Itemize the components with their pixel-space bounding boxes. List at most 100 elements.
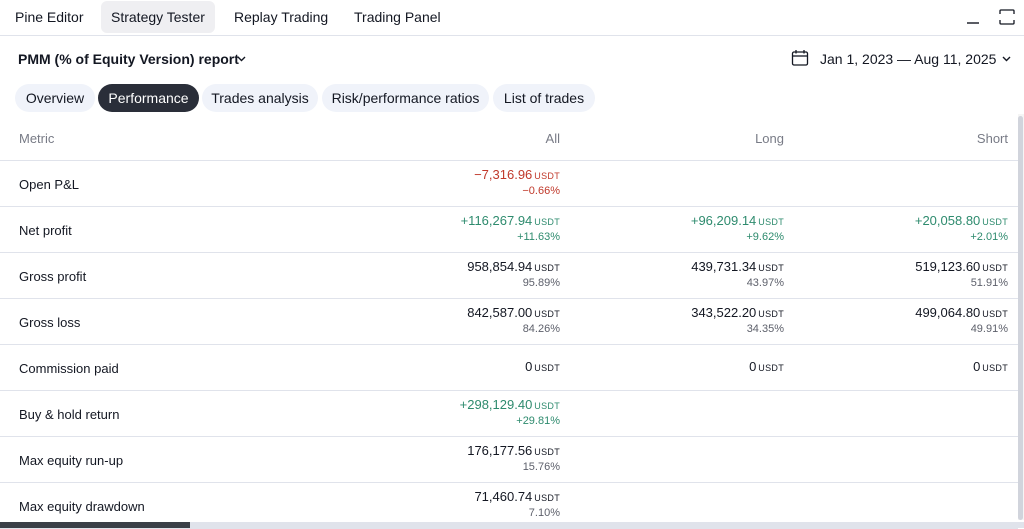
cell-value: +298,129.40 USDT: [460, 397, 560, 412]
cell-percent: +29.81%: [516, 415, 560, 427]
value-unit: USDT: [534, 493, 560, 503]
metric-label: Max equity drawdown: [19, 499, 145, 514]
value-number: 0: [525, 359, 533, 374]
cell-value: 0 USDT: [749, 359, 784, 374]
value-unit: USDT: [534, 363, 560, 373]
value-number: 519,123.60: [915, 259, 981, 274]
header-short: Short: [976, 131, 1008, 146]
value-number: +20,058.80: [914, 213, 981, 228]
cell-short: 0 USDT: [973, 345, 1008, 391]
header-metric: Metric: [19, 131, 55, 146]
vertical-scrollbar-thumb[interactable]: [1018, 116, 1023, 520]
cell-percent: 43.97%: [746, 277, 784, 289]
value-unit: USDT: [982, 363, 1008, 373]
horizontal-scrollbar-thumb[interactable]: [0, 522, 190, 528]
cell-value: −7,316.96 USDT: [474, 167, 560, 182]
cell-all: 176,177.56 USDT 15.76%: [467, 437, 560, 483]
cell-percent: +2.01%: [970, 231, 1008, 243]
tab-list-of-trades[interactable]: List of trades: [493, 84, 595, 112]
tab-pine-editor[interactable]: Pine Editor: [15, 9, 84, 25]
tab-performance[interactable]: Performance: [98, 84, 199, 112]
value-number: 343,522.20: [691, 305, 757, 320]
cell-value: 343,522.20 USDT: [691, 305, 784, 320]
value-number: 842,587.00: [467, 305, 533, 320]
chevron-down-icon[interactable]: [236, 55, 247, 63]
cell-value: 176,177.56 USDT: [467, 443, 560, 458]
cell-short: +20,058.80 USDT +2.01%: [915, 207, 1008, 253]
value-unit: USDT: [758, 263, 784, 273]
metric-label: Commission paid: [19, 361, 119, 376]
tab-replay-trading[interactable]: Replay Trading: [234, 9, 329, 25]
cell-long: +96,209.14 USDT +9.62%: [691, 207, 784, 253]
value-unit: USDT: [534, 447, 560, 457]
table-row: Net profit +116,267.94 USDT +11.63% +96,209.…: [0, 207, 1018, 253]
cell-value: 519,123.60 USDT: [915, 259, 1008, 274]
cell-all: 842,587.00 USDT 84.26%: [467, 299, 560, 345]
value-unit: USDT: [534, 309, 560, 319]
header-long: Long: [755, 131, 784, 146]
chevron-down-icon[interactable]: [1001, 55, 1012, 63]
cell-value: +20,058.80 USDT: [915, 213, 1008, 228]
table-row: Open P&L −7,316.96 USDT −0.66%: [0, 161, 1018, 207]
value-number: 958,854.94: [467, 259, 533, 274]
metric-label: Max equity run-up: [19, 453, 124, 468]
value-number: −7,316.96: [474, 167, 533, 182]
value-number: +116,267.94: [460, 213, 533, 228]
cell-short: 499,064.80 USDT 49.91%: [915, 299, 1008, 345]
value-unit: USDT: [758, 309, 784, 319]
cell-percent: 15.76%: [522, 461, 560, 473]
value-unit: USDT: [982, 309, 1008, 319]
value-unit: USDT: [982, 217, 1008, 227]
metric-label: Net profit: [19, 223, 72, 238]
table-row: Gross loss 842,587.00 USDT 84.26% 343,522.20…: [0, 299, 1018, 345]
maximize-icon[interactable]: [998, 8, 1016, 26]
metric-label: Gross profit: [19, 269, 87, 284]
cell-all: 0 USDT: [525, 345, 560, 391]
date-range[interactable]: Jan 1, 2023 — Aug 11, 2025: [820, 51, 997, 67]
cell-percent: 84.26%: [522, 323, 560, 335]
value-number: 176,177.56: [467, 443, 533, 458]
value-unit: USDT: [758, 217, 784, 227]
report-title[interactable]: PMM (% of Equity Version) report: [18, 51, 239, 67]
cell-all: 958,854.94 USDT 95.89%: [467, 253, 560, 299]
header-all: All: [545, 131, 560, 146]
value-number: 0: [749, 359, 757, 374]
cell-percent: 34.35%: [746, 323, 784, 335]
value-unit: USDT: [982, 263, 1008, 273]
value-number: 499,064.80: [915, 305, 981, 320]
tab-strategy-tester[interactable]: Strategy Tester: [101, 1, 215, 33]
tab-trading-panel[interactable]: Trading Panel: [354, 9, 441, 25]
value-number: 71,460.74: [474, 489, 533, 504]
tab-overview[interactable]: Overview: [15, 84, 95, 112]
cell-short: 519,123.60 USDT 51.91%: [915, 253, 1008, 299]
value-number: 439,731.34: [691, 259, 757, 274]
tab-risk-performance-ratios[interactable]: Risk/performance ratios: [322, 84, 489, 112]
value-unit: USDT: [534, 217, 560, 227]
tab-trades-analysis[interactable]: Trades analysis: [202, 84, 318, 112]
cell-percent: 95.89%: [522, 277, 560, 289]
report-header: PMM (% of Equity Version) report Jan 1, …: [0, 36, 1024, 82]
table-row: Gross profit 958,854.94 USDT 95.89% 439,731.…: [0, 253, 1018, 299]
horizontal-scrollbar-track[interactable]: [0, 522, 1024, 528]
cell-all: 71,460.74 USDT 7.10%: [474, 483, 560, 529]
cell-percent: 49.91%: [970, 323, 1008, 335]
metric-label: Buy & hold return: [19, 407, 120, 422]
value-unit: USDT: [534, 171, 560, 181]
cell-percent: 7.10%: [528, 507, 560, 519]
value-unit: USDT: [758, 363, 784, 373]
cell-long: 439,731.34 USDT 43.97%: [691, 253, 784, 299]
table-row: Buy & hold return +298,129.40 USDT +29.81%: [0, 391, 1018, 437]
cell-all: +116,267.94 USDT +11.63%: [461, 207, 560, 253]
cell-all: −7,316.96 USDT −0.66%: [474, 161, 560, 207]
cell-all: +298,129.40 USDT +29.81%: [460, 391, 560, 437]
cell-value: 439,731.34 USDT: [691, 259, 784, 274]
cell-value: +116,267.94 USDT: [461, 213, 560, 228]
cell-percent: +9.62%: [746, 231, 784, 243]
value-number: +298,129.40: [459, 397, 533, 412]
cell-long: 343,522.20 USDT 34.35%: [691, 299, 784, 345]
table-header: Metric All Long Short: [0, 118, 1018, 161]
minimize-icon[interactable]: [964, 8, 982, 26]
report-sub-tabs: Overview Performance Trades analysis Ris…: [0, 84, 1024, 112]
calendar-icon[interactable]: [791, 49, 809, 67]
cell-value: 0 USDT: [973, 359, 1008, 374]
